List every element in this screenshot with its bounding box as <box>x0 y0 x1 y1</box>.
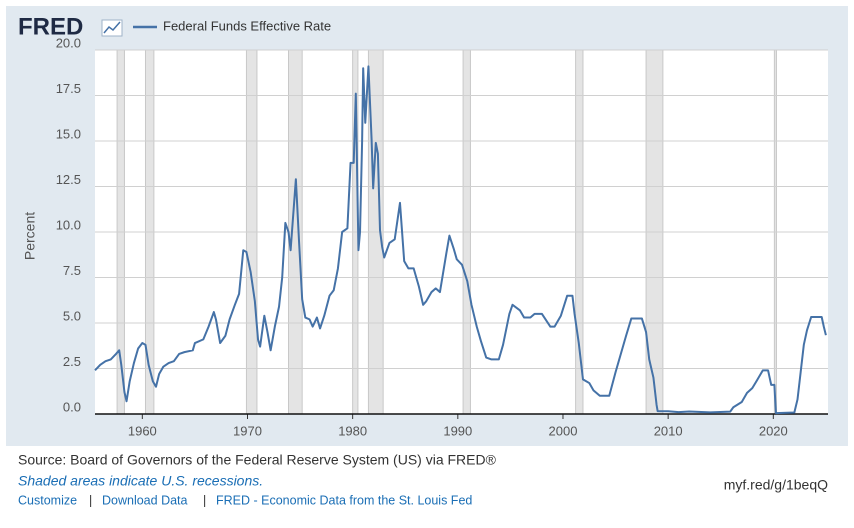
y-tick-label: 20.0 <box>56 35 81 50</box>
series-line <box>94 65 827 415</box>
recession-note: Shaded areas indicate U.S. recessions. <box>18 473 263 489</box>
short-url: myf.red/g/1beqQ <box>724 477 828 493</box>
x-tick-label: 2020 <box>759 423 788 438</box>
plot <box>94 49 828 419</box>
link-download[interactable]: Download Data <box>102 493 188 507</box>
x-tick-label: 1970 <box>233 423 262 438</box>
x-tick-label: 1990 <box>443 423 472 438</box>
logo: FRED <box>18 13 83 40</box>
link-customize[interactable]: Customize <box>18 493 77 507</box>
y-tick-label: 12.5 <box>56 172 81 187</box>
logo-icon <box>101 19 123 37</box>
y-tick-label: 15.0 <box>56 126 81 141</box>
y-tick-label: 17.5 <box>56 81 81 96</box>
legend-label: Federal Funds Effective Rate <box>163 18 331 33</box>
y-tick-label: 0.0 <box>63 399 81 414</box>
y-axis-label: Percent <box>22 212 38 260</box>
x-tick-label: 1980 <box>338 423 367 438</box>
x-tick-label: 2000 <box>549 423 578 438</box>
separator: | <box>89 493 92 507</box>
y-tick-label: 10.0 <box>56 217 81 232</box>
y-tick-label: 7.5 <box>63 263 81 278</box>
source: Source: Board of Governors of the Federa… <box>18 452 497 468</box>
x-tick-label: 1960 <box>128 423 157 438</box>
link-fred[interactable]: FRED - Economic Data from the St. Louis … <box>216 493 472 507</box>
y-tick-label: 5.0 <box>63 308 81 323</box>
x-tick-label: 2010 <box>654 423 683 438</box>
separator: | <box>203 493 206 507</box>
y-tick-label: 2.5 <box>63 354 81 369</box>
